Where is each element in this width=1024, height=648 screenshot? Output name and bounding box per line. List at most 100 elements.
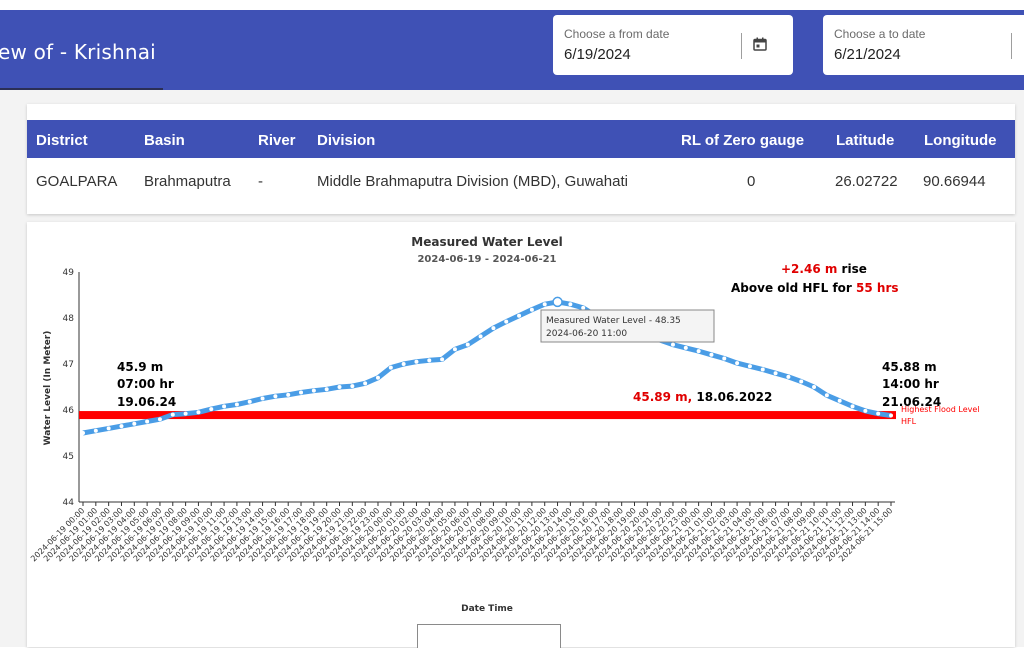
data-point[interactable] xyxy=(581,305,586,310)
data-point[interactable] xyxy=(850,404,855,409)
from-date-value[interactable]: 6/19/2024 xyxy=(564,46,631,63)
end-date-annotation: 21.06.24 xyxy=(882,395,941,409)
highlighted-data-point[interactable] xyxy=(552,296,563,308)
data-point[interactable] xyxy=(529,307,534,312)
data-point[interactable] xyxy=(273,394,278,399)
data-point[interactable] xyxy=(812,385,817,389)
data-point[interactable] xyxy=(183,411,188,416)
td-river: - xyxy=(258,173,263,190)
y-tick-label: 48 xyxy=(63,314,75,324)
data-point[interactable] xyxy=(709,352,714,357)
data-point[interactable] xyxy=(401,362,406,366)
y-tick-label: 47 xyxy=(63,360,74,370)
y-tick-label: 45 xyxy=(63,452,74,462)
data-point[interactable] xyxy=(311,388,316,393)
td-district: GOALPARA xyxy=(36,173,118,190)
data-point[interactable] xyxy=(683,345,688,350)
data-point[interactable] xyxy=(81,431,85,435)
data-point[interactable] xyxy=(157,417,162,422)
start-time-annotation: 07:00 hr xyxy=(117,377,174,391)
th-longitude: Longitude xyxy=(924,132,997,149)
to-date-divider xyxy=(1011,33,1012,59)
data-point[interactable] xyxy=(363,381,368,386)
page-title: ew of - Krishnai xyxy=(0,40,156,64)
data-point[interactable] xyxy=(170,412,175,417)
data-point[interactable] xyxy=(773,371,778,376)
data-point[interactable] xyxy=(452,347,457,352)
tooltip-line2: 2024-06-20 11:00 xyxy=(546,329,627,339)
above-hfl-annotation: Above old HFL for 55 hrs xyxy=(731,281,899,295)
data-point[interactable] xyxy=(735,361,740,366)
tooltip-box xyxy=(540,309,715,343)
data-point[interactable] xyxy=(799,379,804,384)
to-date-value[interactable]: 6/21/2024 xyxy=(834,46,901,63)
end-value-annotation: 45.88 m xyxy=(882,360,937,374)
data-point[interactable] xyxy=(824,393,829,398)
end-time-annotation: 14:00 hr xyxy=(882,377,939,391)
data-point[interactable] xyxy=(132,421,137,426)
data-point[interactable] xyxy=(876,411,881,416)
data-point[interactable] xyxy=(209,407,214,412)
data-point[interactable] xyxy=(106,426,111,431)
data-point[interactable] xyxy=(517,313,522,318)
chart-card xyxy=(27,222,1015,647)
rise-annotation-value: +2.46 m xyxy=(781,262,837,276)
data-point[interactable] xyxy=(786,374,791,379)
data-point[interactable] xyxy=(337,385,342,389)
x-axis-title: Date Time xyxy=(461,604,513,614)
table-header-row xyxy=(27,120,1015,158)
data-point[interactable] xyxy=(478,334,483,339)
chart-type-select[interactable] xyxy=(417,624,561,648)
water-level-line xyxy=(82,299,892,436)
to-date-field[interactable]: Choose a to date 6/21/2024 xyxy=(823,15,1024,75)
data-point[interactable] xyxy=(145,419,150,424)
data-point[interactable] xyxy=(568,302,573,307)
data-point[interactable] xyxy=(414,359,419,364)
data-point[interactable] xyxy=(440,357,445,362)
to-date-label: Choose a to date xyxy=(834,27,926,41)
data-point[interactable] xyxy=(324,387,329,392)
data-point[interactable] xyxy=(491,326,496,331)
data-point[interactable] xyxy=(119,424,124,429)
data-point[interactable] xyxy=(760,367,765,372)
data-point[interactable] xyxy=(286,392,291,397)
th-latitude: Latitude xyxy=(836,132,895,149)
y-tick-label: 46 xyxy=(63,406,75,416)
data-point[interactable] xyxy=(260,396,265,401)
th-river: River xyxy=(258,132,296,149)
data-point[interactable] xyxy=(670,342,675,347)
data-point[interactable] xyxy=(747,364,752,369)
data-point[interactable] xyxy=(465,342,470,347)
data-point[interactable] xyxy=(863,408,868,413)
data-point[interactable] xyxy=(542,302,547,307)
data-point[interactable] xyxy=(234,402,239,407)
td-rl-zero-gauge: 0 xyxy=(747,173,756,190)
data-point[interactable] xyxy=(837,398,842,403)
hfl-annotation: 45.89 m, 18.06.2022 xyxy=(633,390,772,404)
td-latitude: 26.02722 xyxy=(835,173,898,190)
start-date-annotation: 19.06.24 xyxy=(117,395,176,409)
calendar-icon[interactable] xyxy=(753,37,767,51)
rise-annotation: +2.46 m rise xyxy=(781,262,867,276)
data-point[interactable] xyxy=(889,413,893,418)
above-hfl-text: Above old HFL for xyxy=(731,281,852,295)
data-point[interactable] xyxy=(427,358,432,363)
data-point[interactable] xyxy=(375,375,380,380)
td-basin: Brahmaputra xyxy=(144,173,231,190)
data-point[interactable] xyxy=(222,404,227,409)
data-point[interactable] xyxy=(247,399,252,404)
station-info-card: District Basin River Division RL of Zero… xyxy=(27,104,1015,214)
data-point[interactable] xyxy=(93,428,98,433)
data-point[interactable] xyxy=(196,410,201,415)
data-point[interactable] xyxy=(722,356,727,361)
data-point[interactable] xyxy=(504,319,509,324)
data-point[interactable] xyxy=(350,384,355,389)
hfl-annotation-date: 18.06.2022 xyxy=(696,390,772,404)
data-point[interactable] xyxy=(299,390,304,395)
data-point[interactable] xyxy=(388,365,393,370)
data-point[interactable] xyxy=(696,349,701,354)
chart-title: Measured Water Level xyxy=(411,235,562,249)
from-date-field[interactable]: Choose a from date 6/19/2024 xyxy=(553,15,793,75)
chart-subtitle: 2024-06-19 - 2024-06-21 xyxy=(417,254,556,265)
